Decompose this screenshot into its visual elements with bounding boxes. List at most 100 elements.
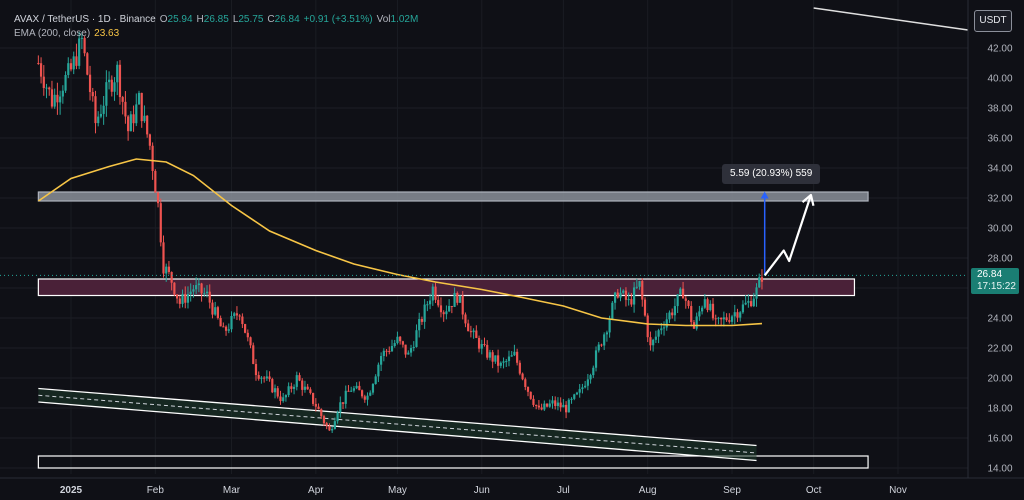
candle-body [605, 332, 609, 335]
candle-body [407, 352, 410, 355]
candle-body [352, 388, 356, 391]
last-price-tag: 26.84 17:15:22 [971, 268, 1019, 294]
candle-body [671, 312, 674, 316]
candle-body [301, 380, 304, 390]
candle-body [116, 64, 119, 83]
candle-body [61, 90, 64, 97]
projection-path [763, 194, 812, 277]
candle-body [456, 292, 459, 303]
candle-body [257, 375, 260, 379]
candle-body [317, 406, 320, 410]
candle-body [292, 386, 296, 389]
candle-body [181, 293, 184, 304]
candle-body [165, 266, 168, 274]
y-tick-label: 40.00 [987, 74, 1012, 85]
candle-body [53, 94, 56, 107]
candle-body [714, 318, 717, 320]
candle-body [524, 379, 527, 387]
time-axis[interactable]: 2025 Feb Mar Apr May Jun Jul Aug Sep Oct Nov [0, 477, 1024, 496]
candle-body [124, 101, 127, 117]
ema-indicator-name[interactable]: EMA (200, close) [14, 28, 91, 39]
candle-body [273, 388, 277, 393]
candle-body [641, 281, 644, 300]
x-tick-label: Jun [474, 485, 490, 496]
candle-body [241, 316, 244, 325]
candle-body [529, 391, 532, 399]
candle-body [56, 94, 59, 103]
candle-body [238, 315, 241, 317]
channel-lower-line [38, 401, 757, 462]
candle-body [97, 116, 100, 124]
candle-body [205, 291, 209, 294]
candle-body [271, 379, 274, 393]
candle-body [415, 330, 418, 347]
zone-resistance [37, 278, 856, 297]
candle-body [208, 291, 211, 303]
candle-body [594, 350, 598, 368]
candle-body [442, 312, 445, 315]
candle-body [643, 299, 647, 316]
candle-body [118, 64, 122, 98]
candle-body [709, 303, 712, 311]
candle-body [339, 402, 342, 413]
candle-body [638, 281, 641, 287]
ema-row: EMA (200, close) 23.63 [14, 27, 418, 41]
low-value: 25.75 [238, 14, 264, 25]
candle-body [578, 389, 581, 393]
candle-body [314, 403, 317, 407]
candle-body [758, 277, 761, 288]
candle-body [752, 298, 755, 307]
price-axis[interactable]: 42.00 40.00 38.00 36.00 34.00 32.00 30.00 28.00… [967, 0, 1013, 478]
candle-body [589, 375, 592, 380]
open-value: 25.94 [167, 14, 193, 25]
candle-body [303, 386, 307, 390]
candle-body [635, 286, 638, 288]
candle-body [695, 316, 698, 329]
candle-body [189, 291, 192, 295]
candle-body [749, 301, 753, 307]
candle-body [135, 104, 138, 124]
candle-body [701, 307, 704, 312]
candle-body [246, 332, 249, 338]
candle-body [453, 292, 456, 307]
candle-body [363, 396, 366, 400]
candle-body [137, 92, 141, 105]
candle-body [390, 346, 394, 352]
candle-body [505, 361, 508, 363]
candle-body [99, 113, 103, 117]
candle-body [45, 87, 48, 89]
candle-body [252, 345, 255, 364]
candle-body [121, 97, 124, 102]
candle-body [535, 404, 538, 406]
candle-body [733, 312, 736, 317]
currency-button[interactable]: USDT [974, 10, 1012, 32]
y-tick-label: 22.00 [987, 344, 1012, 355]
candle-body [377, 364, 380, 377]
candle-body [290, 386, 293, 389]
candle-body [725, 317, 728, 321]
candle-body [143, 115, 146, 122]
candle-body [665, 319, 668, 328]
candle-body [584, 385, 587, 388]
candle-body [420, 318, 424, 322]
candle-body [167, 266, 171, 273]
candle-body [720, 317, 723, 320]
candle-body [616, 292, 619, 298]
candle-body [67, 63, 70, 75]
candle-body [80, 37, 83, 39]
candle-body [467, 323, 470, 332]
symbol-label[interactable]: AVAX / TetherUS · 1D · Binance [14, 14, 156, 25]
candle-body [559, 402, 562, 408]
x-tick-label: Feb [147, 485, 165, 496]
candle-body [200, 283, 203, 294]
x-tick-label: Nov [889, 485, 907, 496]
candle-body [284, 395, 288, 398]
candle-body [320, 409, 323, 417]
candle-body [458, 295, 462, 303]
candle-body [295, 375, 298, 387]
candle-body [358, 385, 361, 391]
candle-body [532, 398, 535, 405]
candle-body [254, 363, 258, 376]
zone-support [37, 455, 869, 469]
